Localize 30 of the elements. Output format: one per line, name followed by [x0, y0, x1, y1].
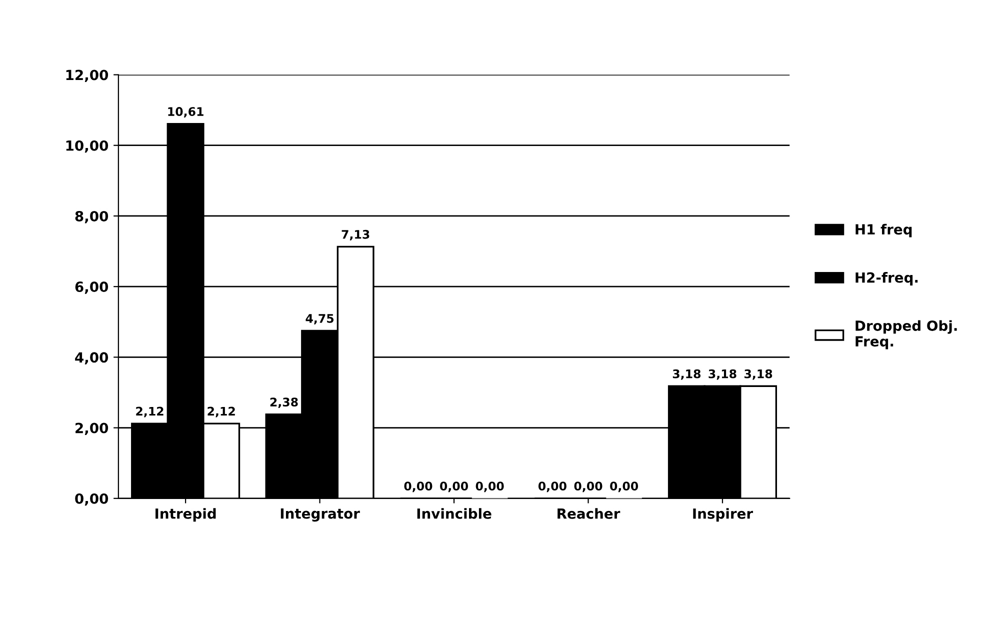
legend-label: H2-freq. — [856, 272, 918, 286]
data-label: 0,00 — [476, 482, 504, 492]
x-tick-label: Inspirer — [693, 508, 754, 522]
x-tick-label: Reacher — [558, 508, 620, 519]
data-label: 3,18 — [672, 369, 701, 380]
data-label: 3,18 — [708, 369, 736, 380]
data-label: 2,12 — [208, 406, 235, 418]
data-label: 0,00 — [404, 482, 432, 492]
x-tick-label: Invincible — [417, 508, 492, 519]
data-label: 2,12 — [136, 406, 164, 418]
data-label: 3,18 — [744, 369, 772, 380]
data-label: 0,00 — [610, 482, 638, 492]
y-tick-label: 4,00 — [75, 352, 108, 364]
data-label: 0,00 — [440, 482, 468, 492]
data-label: 0,00 — [538, 482, 566, 492]
x-tick-label: Integrator — [280, 508, 360, 522]
legend-label: H1 freq — [856, 224, 912, 238]
y-tick-label: 12,00 — [66, 70, 108, 82]
data-label: 4,75 — [306, 314, 334, 324]
data-label: 10,61 — [168, 107, 204, 118]
data-label: 0,00 — [574, 482, 602, 492]
y-tick-label: 8,00 — [75, 210, 108, 224]
y-tick-label: 2,00 — [76, 422, 108, 436]
data-label: 7,13 — [342, 230, 370, 240]
legend-label: Dropped Obj. Freq. — [856, 320, 957, 350]
data-label: 2,38 — [270, 398, 298, 408]
x-tick-label: Intrepid — [156, 508, 216, 522]
y-tick-label: 0,00 — [75, 493, 108, 506]
y-tick-label: 10,00 — [66, 140, 108, 153]
y-tick-label: 6,00 — [75, 282, 108, 294]
